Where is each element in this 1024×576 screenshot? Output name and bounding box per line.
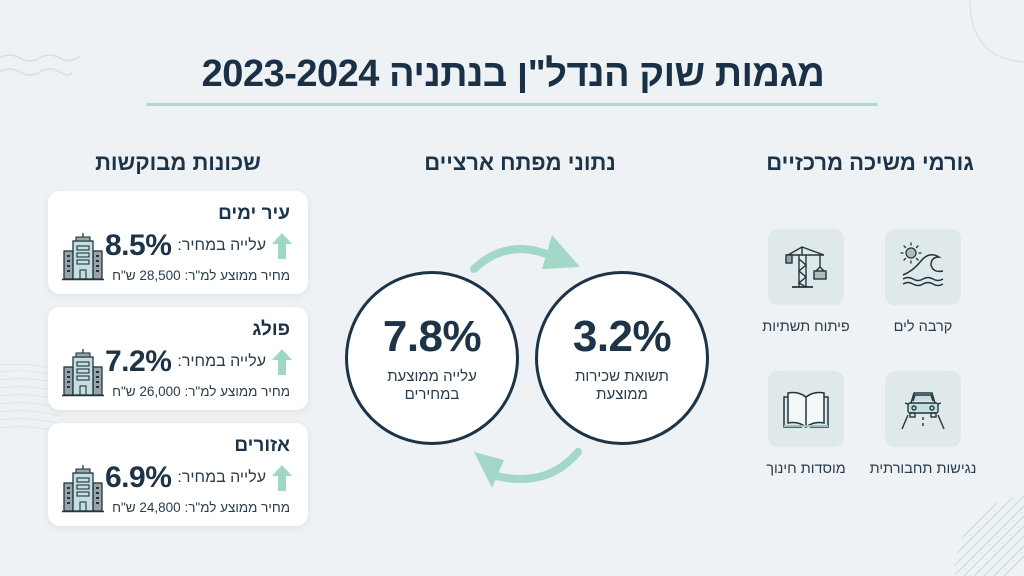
factor-icon-box [768, 371, 844, 447]
factor-label: מוסדות חינוך [766, 461, 846, 477]
decorative-hatch-circle [955, 495, 1024, 576]
stat-label: עלייה ממוצעת במחירים [387, 368, 477, 403]
neighborhood-card: עיר ימים עלייה במחיר: 8.5% מחיר ממוצע למ… [48, 191, 308, 294]
factor-sea-proximity: קרבה לים [863, 229, 983, 337]
price-rise-value: 6.9% [105, 461, 172, 494]
car-road-icon [901, 392, 945, 430]
building-icon [62, 465, 104, 513]
construction-crane-icon [785, 246, 827, 288]
factor-icon-box [885, 229, 961, 305]
average-price: מחיר ממוצע למ"ר: 28,500 ש"ח [112, 268, 290, 283]
stat-value: 7.8% [382, 312, 482, 361]
neighborhood-name: פולג [252, 319, 290, 340]
decorative-arc-top-right [969, 0, 1024, 63]
price-rise-label: עלייה במחיר: [177, 469, 266, 486]
stat-label: תשואת שכירות ממוצעת [575, 368, 669, 403]
price-rise-label: עלייה במחיר: [177, 237, 266, 254]
building-icon [62, 349, 104, 397]
section-title-key-data: נתוני מפתח ארציים [424, 150, 616, 175]
price-rise-row: עלייה במחיר: 8.5% [105, 229, 292, 263]
cycle-arrow-bottom-icon [474, 448, 582, 488]
factor-education: מוסדות חינוך [746, 371, 866, 479]
price-rise-value: 7.2% [105, 345, 172, 378]
factor-icon-box [885, 371, 961, 447]
cycle-arrow-top-icon [470, 235, 580, 273]
arrow-up-icon [272, 349, 292, 375]
price-rise-row: עלייה במחיר: 7.2% [105, 345, 292, 379]
stat-circle-price-rise: 7.8% עלייה ממוצעת במחירים [345, 271, 519, 445]
stat-circle-rental-yield: 3.2% תשואת שכירות ממוצעת [535, 271, 709, 445]
price-rise-row: עלייה במחיר: 6.9% [105, 461, 292, 495]
stat-value: 3.2% [572, 312, 672, 361]
average-price: מחיר ממוצע למ"ר: 24,800 ש"ח [112, 500, 290, 515]
page-title: מגמות שוק הנדל"ן בנתניה 2023-2024 [201, 53, 825, 95]
building-icon [62, 233, 104, 281]
neighborhood-card: אזורים עלייה במחיר: 6.9% מחיר ממוצע למ"ר… [48, 423, 308, 526]
neighborhood-name: אזורים [234, 435, 290, 456]
arrow-up-icon [272, 465, 292, 491]
section-title-attractions: גורמי משיכה מרכזיים [766, 150, 974, 175]
sea-wave-sun-icon [900, 242, 944, 287]
neighborhood-card: פולג עלייה במחיר: 7.2% מחיר ממוצע למ"ר: … [48, 307, 308, 410]
factor-label: קרבה לים [893, 319, 953, 335]
arrow-up-icon [272, 233, 292, 259]
open-book-icon [783, 391, 829, 428]
price-rise-label: עלייה במחיר: [177, 353, 266, 370]
factor-infrastructure: פיתוח תשתיות [746, 229, 866, 337]
average-price: מחיר ממוצע למ"ר: 26,000 ש"ח [112, 384, 290, 399]
factor-transport-access: נגישות תחבורתית [863, 371, 983, 479]
neighborhood-name: עיר ימים [218, 203, 290, 224]
title-underline [146, 103, 878, 106]
factor-icon-box [768, 229, 844, 305]
decorative-waves [0, 54, 81, 76]
price-rise-value: 8.5% [105, 229, 172, 262]
factor-label: פיתוח תשתיות [762, 319, 850, 335]
section-title-neighborhoods: שכונות מבוקשות [95, 150, 261, 175]
factor-label: נגישות תחבורתית [869, 461, 977, 477]
